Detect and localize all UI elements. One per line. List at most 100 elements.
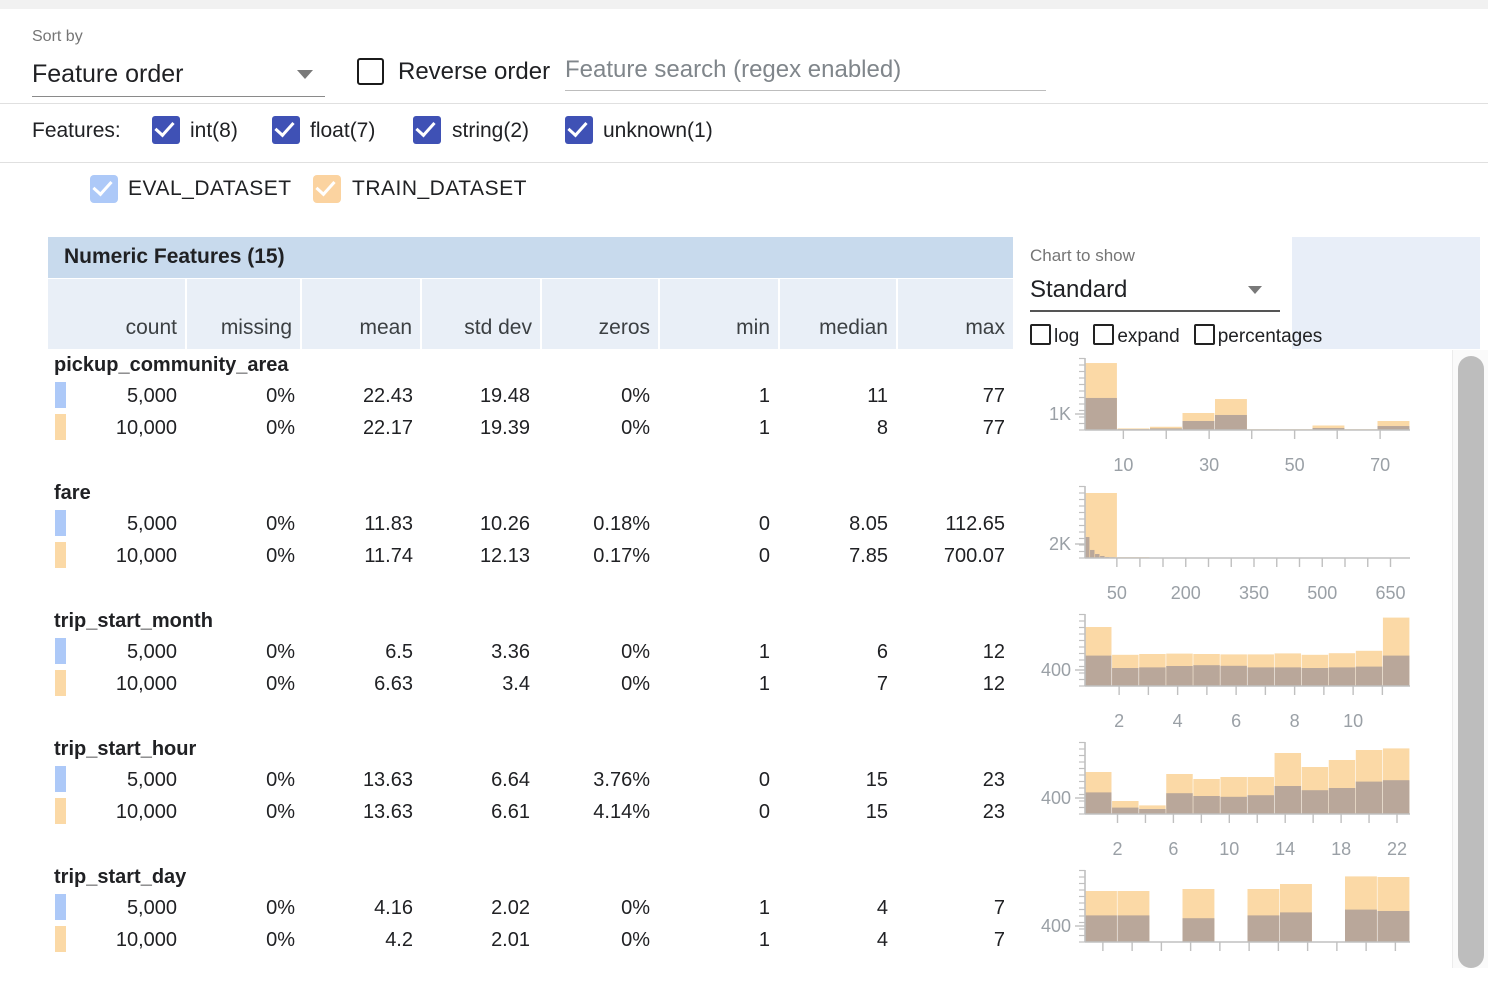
type-filter-checkbox-string[interactable] (413, 116, 441, 144)
type-filter-label: string(2) (452, 119, 529, 143)
stat-value-missing: 0% (175, 926, 295, 954)
chart-to-show-select[interactable]: Standard (1030, 270, 1280, 312)
dataset-checkbox-train_dataset[interactable] (313, 175, 341, 203)
histogram-bar-overlap (1112, 668, 1138, 686)
x-tick-label: 350 (1239, 583, 1269, 603)
histogram-bar-overlap (1302, 668, 1328, 686)
x-tick-label: 18 (1331, 839, 1351, 859)
column-header-label: std dev (464, 316, 532, 340)
dataset-label-eval_dataset: EVAL_DATASET (128, 177, 292, 201)
type-filter-checkbox-int[interactable] (152, 116, 180, 144)
sort-by-label: Sort by (32, 28, 83, 46)
type-filter-label: unknown(1) (603, 119, 713, 143)
stat-value-max: 7 (885, 894, 1005, 922)
x-tick-label: 8 (1290, 711, 1300, 731)
stat-value-zeros: 0% (530, 382, 650, 410)
histogram-bar-overlap (1275, 786, 1301, 814)
stat-value-count: 5,000 (57, 510, 177, 538)
stat-value-count: 10,000 (57, 798, 177, 826)
column-header-label: max (965, 316, 1005, 340)
column-header-median: median (778, 279, 896, 349)
stat-value-median: 6 (768, 638, 888, 666)
histogram-bar-overlap (1166, 666, 1192, 686)
histogram-trip_start_day: 400 (1030, 864, 1450, 992)
histogram-bar-overlap (1112, 808, 1138, 814)
histogram-bar-overlap (1302, 790, 1328, 814)
x-tick-label: 10 (1113, 455, 1133, 475)
stat-value-zeros: 0% (530, 670, 650, 698)
histogram-bar-overlap (1220, 797, 1246, 814)
chart-option-checkbox-expand[interactable] (1093, 324, 1114, 345)
stat-value-max: 112.65 (885, 510, 1005, 538)
type-filter-checkbox-unknown[interactable] (565, 116, 593, 144)
feature-name: trip_start_day (54, 866, 186, 889)
stat-value-std-dev: 3.36 (410, 638, 530, 666)
histogram-bar-overlap (1183, 421, 1215, 430)
stat-value-missing: 0% (175, 766, 295, 794)
type-filter-checkbox-float[interactable] (272, 116, 300, 144)
stat-value-max: 12 (885, 670, 1005, 698)
chevron-down-icon (1248, 286, 1262, 294)
histogram-bar-train (1085, 493, 1117, 558)
chart-option-checkbox-log[interactable] (1030, 324, 1051, 345)
reverse-order-checkbox[interactable] (357, 58, 384, 85)
chart-option-checkbox-percentages[interactable] (1194, 324, 1215, 345)
stat-value-max: 12 (885, 638, 1005, 666)
stat-value-zeros: 0% (530, 894, 650, 922)
histogram-bar-overlap (1248, 667, 1274, 686)
stat-value-missing: 0% (175, 510, 295, 538)
column-header-missing: missing (185, 279, 300, 349)
stat-value-mean: 13.63 (293, 766, 413, 794)
stat-value-count: 5,000 (57, 894, 177, 922)
stat-value-std-dev: 2.01 (410, 926, 530, 954)
x-tick-label: 10 (1219, 839, 1239, 859)
stat-value-median: 4 (768, 894, 888, 922)
histogram-bar-overlap (1345, 910, 1377, 942)
stat-value-min: 0 (650, 798, 770, 826)
stat-value-missing: 0% (175, 414, 295, 442)
stat-value-min: 1 (650, 382, 770, 410)
chart-options-row: logexpandpercentages (1030, 324, 1336, 348)
column-header-mean: mean (300, 279, 420, 349)
histogram-bar-overlap (1248, 915, 1280, 942)
stat-value-count: 10,000 (57, 542, 177, 570)
stat-value-median: 7 (768, 670, 888, 698)
stat-value-min: 0 (650, 542, 770, 570)
chart-option-label-percentages: percentages (1218, 326, 1323, 347)
y-axis-label: 400 (1041, 660, 1071, 680)
type-filter-label: float(7) (310, 119, 375, 143)
stat-value-max: 23 (885, 798, 1005, 826)
type-filter-label: int(8) (190, 119, 238, 143)
stat-value-missing: 0% (175, 670, 295, 698)
stat-value-median: 8.05 (768, 510, 888, 538)
x-tick-label: 10 (1343, 711, 1363, 731)
stat-value-missing: 0% (175, 542, 295, 570)
stat-value-mean: 22.17 (293, 414, 413, 442)
feature-search-input[interactable] (565, 50, 1046, 91)
stat-value-mean: 13.63 (293, 798, 413, 826)
histogram-bar-overlap (1085, 656, 1111, 686)
histogram-pickup_community_area: 1K10305070 (1030, 352, 1450, 480)
vertical-scrollbar-track[interactable] (1452, 350, 1488, 968)
dataset-label-train_dataset: TRAIN_DATASET (352, 177, 527, 201)
stat-value-median: 15 (768, 766, 888, 794)
stat-value-median: 8 (768, 414, 888, 442)
stat-value-mean: 4.2 (293, 926, 413, 954)
x-tick-label: 70 (1370, 455, 1390, 475)
stat-value-missing: 0% (175, 638, 295, 666)
stat-value-std-dev: 19.48 (410, 382, 530, 410)
stat-value-mean: 4.16 (293, 894, 413, 922)
stat-value-count: 10,000 (57, 670, 177, 698)
sort-by-select[interactable]: Feature order (32, 54, 325, 97)
dataset-checkbox-eval_dataset[interactable] (90, 175, 118, 203)
histogram-bar-overlap (1248, 795, 1274, 814)
chart-to-show-value: Standard (1030, 276, 1127, 304)
stat-value-count: 5,000 (57, 766, 177, 794)
stat-value-zeros: 0% (530, 414, 650, 442)
vertical-scrollbar-thumb[interactable] (1458, 356, 1484, 968)
divider (0, 162, 1488, 163)
x-tick-label: 22 (1387, 839, 1407, 859)
stat-value-median: 4 (768, 926, 888, 954)
stat-value-max: 77 (885, 382, 1005, 410)
stat-value-max: 23 (885, 766, 1005, 794)
